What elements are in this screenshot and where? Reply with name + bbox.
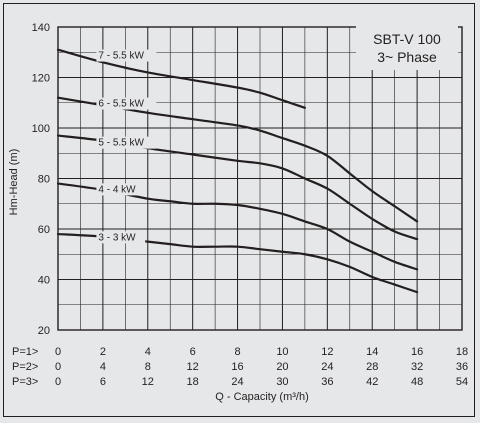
x-tick-label: 48	[411, 376, 423, 388]
curve-label-bg	[96, 231, 146, 244]
x-tick-label: 4	[145, 346, 151, 358]
x-tick-label: 20	[276, 361, 288, 373]
y-tick-label: 40	[38, 275, 50, 287]
x-tick-label: 0	[55, 346, 61, 358]
curve-label-bg	[96, 97, 157, 110]
x-tick-label: 36	[456, 361, 468, 373]
y-axis-title: Hm-Head (m)	[8, 149, 20, 216]
x-tick-label: 14	[366, 346, 378, 358]
pump-curve	[56, 96, 419, 223]
y-tick-label: 80	[38, 174, 50, 186]
chart-frame: 7 - 5.5 kW 6 - 5.5 kW 5 - 5.5 kW 4 - 4 kW 3 …	[3, 3, 475, 417]
y-tick-label: 140	[32, 22, 50, 34]
chart-title-line-2: 3~ Phase	[377, 49, 437, 65]
chart-title-line-1: SBT-V 100	[373, 31, 441, 47]
x-tick-label: 18	[456, 346, 468, 358]
curve-label: 5 - 5.5 kW	[98, 138, 144, 149]
curve-label-bg	[96, 49, 157, 62]
x-tick-label: 18	[187, 376, 199, 388]
y-tick-label: 20	[38, 325, 50, 337]
curve-label: 3 - 3 kW	[98, 232, 136, 243]
x-tick-label: 24	[321, 361, 333, 373]
x-tick-label: 2	[100, 346, 106, 358]
x-tick-label: 12	[142, 376, 154, 388]
x-tick-label: 12	[187, 361, 199, 373]
x-tick-label: 12	[321, 346, 333, 358]
x-tick-label: 8	[145, 361, 151, 373]
x-tick-label: 4	[100, 361, 106, 373]
x-tick-label: 42	[366, 376, 378, 388]
x-tick-label: 10	[276, 346, 288, 358]
curves: 7 - 5.5 kW 6 - 5.5 kW 5 - 5.5 kW 4 - 4 kW 3 …	[56, 48, 419, 294]
pump-curve	[56, 232, 419, 294]
title-box: SBT-V 100 3~ Phase	[356, 26, 458, 70]
y-tick-label: 60	[38, 224, 50, 236]
curve-label-bg	[96, 136, 157, 149]
x-tick-label: 28	[366, 361, 378, 373]
pump-curve	[56, 182, 419, 271]
curve-label: 7 - 5.5 kW	[98, 51, 144, 62]
y-tick-label: 120	[32, 73, 50, 85]
x-tick-label: 30	[276, 376, 288, 388]
x-scale-label: P=1>	[12, 346, 38, 358]
x-tick-label: 6	[190, 346, 196, 358]
curve-label: 6 - 5.5 kW	[98, 99, 144, 110]
x-tick-label: 8	[234, 346, 240, 358]
performance-chart: 7 - 5.5 kW 6 - 5.5 kW 5 - 5.5 kW 4 - 4 kW 3 …	[8, 22, 468, 403]
x-tick-label: 0	[55, 361, 61, 373]
x-tick-label: 16	[231, 361, 243, 373]
y-tick-label: 100	[32, 123, 50, 135]
x-scale-label: P=3>	[12, 376, 38, 388]
x-tick-label: 24	[231, 376, 243, 388]
curve-label: 4 - 4 kW	[98, 184, 136, 195]
x-axis-title: Q - Capacity (m³/h)	[215, 391, 309, 403]
plot-border	[57, 26, 463, 331]
x-tick-label: 32	[411, 361, 423, 373]
x-tick-label: 54	[456, 376, 468, 388]
x-tick-label: 0	[55, 376, 61, 388]
x-tick-label: 6	[100, 376, 106, 388]
grid	[57, 26, 463, 331]
x-scale-label: P=2>	[12, 361, 38, 373]
x-tick-label: 16	[411, 346, 423, 358]
x-tick-label: 36	[321, 376, 333, 388]
pump-curve	[56, 48, 306, 109]
curve-label-bg	[96, 183, 146, 196]
